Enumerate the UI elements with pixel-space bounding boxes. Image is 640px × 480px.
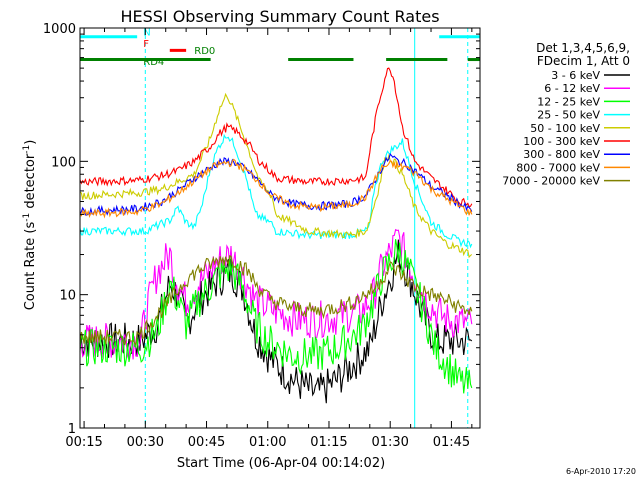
chart-title: HESSI Observing Summary Count Rates: [120, 7, 439, 26]
legend-label-2: 12 - 25 keV: [537, 95, 600, 108]
y-axis-label-main: Count Rate (s: [23, 222, 38, 311]
y-tick-label: 100: [51, 155, 76, 170]
series-line-2: [79, 239, 473, 394]
annotation-0: N: [143, 27, 150, 38]
annotation-3: RD4: [143, 57, 164, 68]
legend-label-5: 100 - 300 keV: [523, 135, 600, 148]
x-tick-label: 01:00: [249, 435, 286, 450]
legend-header-line-1: Det 1,3,4,5,6,9,: [536, 41, 630, 55]
series-line-3: [79, 133, 473, 249]
y-axis-label: Count Rate (s-1 detector-1): [22, 140, 38, 311]
series-line-5: [79, 67, 473, 208]
series-line-0: [79, 239, 473, 404]
x-tick-label: 00:30: [127, 435, 164, 450]
y-tick-label: 1000: [43, 22, 76, 37]
legend-label-7: 800 - 7000 keV: [516, 161, 600, 174]
x-tick-label: 00:45: [188, 435, 225, 450]
y-axis-label-end: ): [23, 140, 38, 145]
footer-date-stamp: 6-Apr-2010 17:20: [566, 467, 636, 476]
y-tick-label: 10: [59, 289, 76, 304]
legend-label-8: 7000 - 20000 keV: [502, 175, 600, 188]
y-axis-label-mid: detector: [23, 153, 38, 213]
annotation-1: F: [143, 39, 149, 50]
annotation-2: RD0: [194, 46, 215, 57]
x-tick-label: 01:15: [310, 435, 347, 450]
x-axis-label: Start Time (06-Apr-04 00:14:02): [177, 456, 385, 471]
x-tick-label: 00:15: [65, 435, 102, 450]
plot-area: NF RD0 RD4 00:15 00:30 00:45 01:00 01:15 01:30 01…: [43, 22, 481, 450]
x-tick-label: 01:45: [433, 435, 470, 450]
legend: Det 1,3,4,5,6,9, FDecim 1, Att 0 3 - 6 k…: [502, 41, 630, 188]
legend-label-4: 50 - 100 keV: [530, 122, 600, 135]
axes-frame: [79, 27, 481, 429]
legend-label-6: 300 - 800 keV: [523, 148, 600, 161]
legend-header-line-2: FDecim 1, Att 0: [537, 54, 630, 68]
legend-label-0: 3 - 6 keV: [551, 69, 600, 82]
y-tick-label: 1: [68, 422, 76, 437]
y-axis-label-sup1: -1: [22, 213, 32, 222]
legend-label-3: 25 - 50 keV: [537, 109, 600, 122]
y-axis-label-sup2: -1: [22, 145, 32, 154]
legend-label-1: 6 - 12 keV: [544, 82, 600, 95]
series-line-4: [79, 92, 473, 259]
x-tick-label: 01:30: [371, 435, 408, 450]
series-line-8: [79, 255, 473, 347]
series-line-7: [79, 158, 473, 219]
